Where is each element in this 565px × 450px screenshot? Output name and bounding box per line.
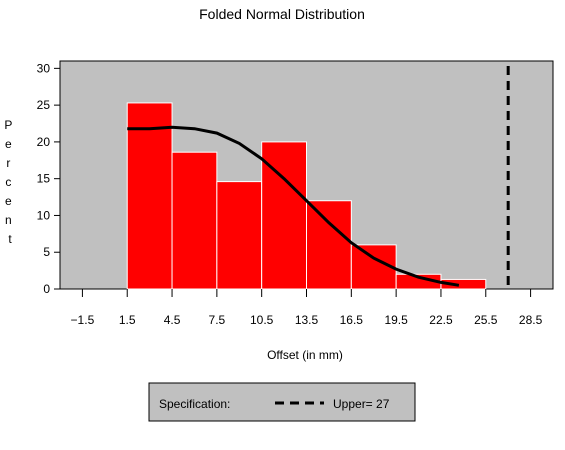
histogram-bar [306,200,352,290]
ylabel-char: c [5,175,11,189]
x-tick-label: 22.5 [429,313,453,327]
chart-title: Folded Normal Distribution [199,6,365,22]
x-tick-label: 19.5 [384,313,408,327]
legend: Specification: Upper= 27 [148,382,416,422]
x-tick-label: 25.5 [474,313,498,327]
density-curve [127,125,460,287]
x-tick-label: 4.5 [164,313,181,327]
histogram-bar [216,181,263,290]
ylabel-char: e [5,137,12,151]
y-tick-label: 25 [37,98,51,112]
x-tick-label: 28.5 [519,313,543,327]
histogram-bar [440,278,487,290]
y-tick-label: 30 [37,61,51,75]
legend-entry: Upper= 27 [333,397,390,411]
x-tick-label: 16.5 [340,313,364,327]
ylabel-char: n [5,213,12,227]
y-tick-label: 15 [37,172,51,186]
ylabel-char: t [8,232,12,246]
y-tick-label: 10 [37,208,51,222]
histogram-bar [126,102,173,290]
histogram-bar [171,151,218,290]
x-tick-label: 13.5 [295,313,319,327]
x-tick-label: −1.5 [71,313,95,327]
x-axis-label: Offset (in mm) [267,348,343,362]
ylabel-char: P [4,118,12,132]
legend-label: Specification: [159,397,230,411]
y-tick-label: 20 [37,135,51,149]
x-tick-label: 10.5 [250,313,274,327]
x-tick-label: 1.5 [119,313,136,327]
y-tick-label: 5 [43,245,50,259]
x-tick-label: 7.5 [209,313,226,327]
y-tick-label: 0 [43,282,50,296]
ylabel-char: r [6,156,10,170]
axis-ticks: 0 5 10 15 20 25 30 −1.5 1.5 4.5 7.5 10.5 13.5 16.5 19.… [37,61,543,327]
y-axis-label: P e r c e n t [4,118,15,246]
ylabel-char: e [5,194,12,208]
